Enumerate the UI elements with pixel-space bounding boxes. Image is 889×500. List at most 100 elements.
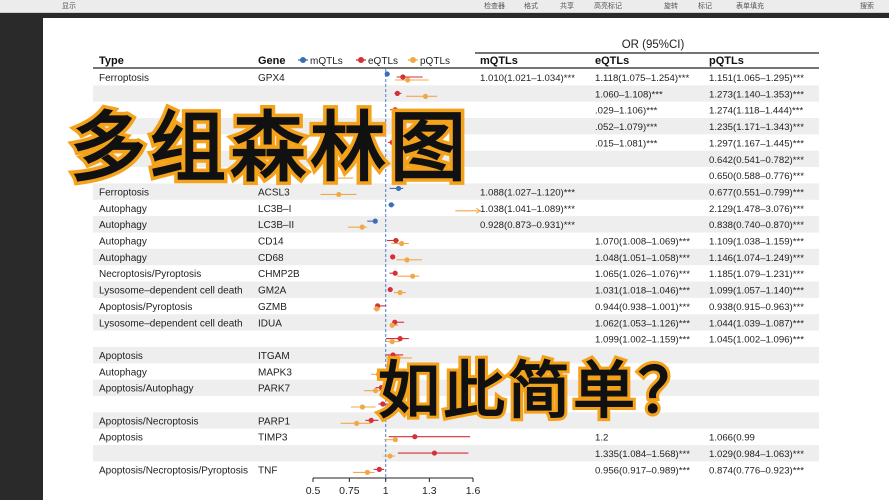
row-pqtl-or: 2.129(1.478–3.076)***: [709, 204, 804, 215]
point-estimate-eqtl: [390, 352, 396, 358]
subtitle-overlay: 如此简单？: [375, 351, 704, 430]
point-estimate-pqtl: [392, 437, 398, 443]
row-stripe: [93, 118, 819, 135]
legend-marker: [410, 57, 416, 63]
point-estimate-eqtl: [394, 90, 400, 96]
row-pqtl-or: 1.099(1.057–1.140)***: [709, 286, 804, 297]
point-estimate-mqtl: [388, 202, 394, 208]
row-type-label: Autophagy: [99, 237, 147, 248]
point-estimate-eqtl: [397, 336, 403, 342]
toolbar-item-markup[interactable]: 标记: [698, 3, 712, 10]
x-axis-tick-label: 1.3: [422, 485, 437, 497]
row-eqtl-or: 1.031(1.018–1.046)***: [595, 286, 690, 297]
row-pqtl-or: 1.045(1.002–1.096)***: [709, 335, 804, 346]
point-estimate-eqtl: [392, 270, 398, 276]
point-estimate-pqtl: [359, 224, 365, 230]
row-type-label: Autophagy: [99, 367, 147, 378]
row-stripe: [93, 346, 819, 364]
row-type-label: Apoptosis/Pyroptosis: [99, 302, 192, 313]
point-estimate-pqtl: [389, 322, 395, 328]
row-gene-label: ACSL3: [258, 187, 290, 198]
point-estimate-pqtl: [398, 240, 405, 247]
row-pqtl-or: 1.044(1.039–1.087)***: [709, 318, 804, 329]
row-stripe: [93, 248, 819, 266]
row-gene-label: GZMB: [258, 302, 287, 313]
x-axis-tick-label: 0.5: [306, 485, 321, 497]
point-estimate-pqtl: [374, 306, 380, 312]
row-gene-label: CHMP2B: [258, 269, 300, 280]
point-estimate-pqtl: [394, 355, 400, 361]
row-stripe: [93, 183, 819, 200]
row-gene-label: IDUA: [258, 318, 282, 329]
row-eqtl-or: 1.2: [595, 433, 608, 444]
legend-label: mQTLs: [310, 56, 343, 67]
row-type-label: Apoptosis/Necroptosis/Pyroptosis: [99, 465, 248, 476]
point-estimate-pqtl: [397, 289, 403, 296]
toolbar-item-format[interactable]: 格式: [524, 3, 538, 10]
point-estimate-eqtl: [393, 237, 399, 244]
point-estimate-eqtl: [431, 450, 438, 456]
row-pqtl-or: 1.185(1.079–1.231)***: [709, 269, 804, 280]
row-pqtl-or: 1.273(1.140–1.353)***: [709, 89, 804, 100]
legend-label: eQTLs: [368, 56, 398, 67]
point-estimate-eqtl: [368, 417, 374, 423]
row-mqtl-or: 1.010(1.021–1.034)***: [480, 73, 575, 84]
point-estimate-eqtl: [383, 368, 389, 374]
point-estimate-mqtl: [395, 185, 402, 192]
point-estimate-eqtl: [378, 385, 384, 391]
row-pqtl-or: 0.650(0.588–0.776)***: [709, 171, 804, 182]
row-gene-label: GPX4: [258, 73, 285, 84]
row-eqtl-or: 1.070(1.008–1.069)***: [595, 237, 690, 248]
title-overlay: 多组森林图: [67, 100, 470, 196]
row-pqtl-or: 0.938(0.915–0.963)***: [709, 302, 804, 313]
row-pqtl-or: 1.151(1.065–1.295)***: [709, 73, 804, 84]
row-pqtl-or: 1.235(1.171–1.343)***: [709, 122, 804, 133]
row-stripe: [93, 314, 819, 331]
row-eqtl-or: .015–1.081)***: [595, 138, 658, 149]
row-eqtl-or: 0.944(0.938–1.001)***: [595, 302, 690, 313]
row-pqtl-or: 0.838(0.740–0.870)***: [709, 220, 804, 231]
point-estimate-pqtl: [404, 257, 410, 263]
row-type-label: Lysosome–dependent cell death: [99, 318, 243, 329]
row-gene-label: TNF: [258, 465, 277, 476]
row-eqtl-or: 1.335(1.084–1.568)***: [595, 449, 690, 460]
column-header-eqtls: eQTLs: [595, 55, 629, 67]
row-eqtl-or: 1.065(1.026–1.076)***: [595, 269, 690, 280]
point-estimate-pqtl: [375, 371, 382, 377]
row-gene-label: MAPK3: [258, 367, 292, 378]
row-eqtl-or: 1.062(1.053–1.126)***: [595, 318, 690, 329]
point-estimate-pqtl: [336, 191, 342, 198]
point-estimate-eqtl: [392, 107, 398, 113]
toolbar-item-form-fill[interactable]: 表单填充: [736, 3, 764, 10]
row-pqtl-or: 0.874(0.776–0.923)***: [709, 465, 804, 476]
row-stripe: [93, 379, 819, 396]
toolbar-item-inspector[interactable]: 检查器: [484, 3, 505, 10]
point-estimate-pqtl: [389, 339, 395, 345]
x-axis-tick-label: 1: [383, 485, 389, 497]
forest-plot: OR (95%CI) Type Gene mQTLs eQTLs pQTLs mQTLs eQ…: [93, 39, 819, 497]
toolbar-item-share[interactable]: 共享: [560, 3, 574, 10]
toolbar-item-highlight[interactable]: 高亮标记: [594, 3, 622, 10]
point-estimate-mqtl: [372, 218, 378, 224]
point-estimate-eqtl: [412, 434, 418, 440]
point-estimate-mqtl: [384, 71, 390, 77]
x-axis-tick-label: 0.75: [339, 485, 360, 497]
row-mqtl-or: 0.928(0.873–0.931)***: [480, 220, 575, 231]
legend-label: pQTLs: [420, 56, 450, 67]
toolbar-item-rotate[interactable]: 旋转: [664, 3, 678, 10]
toolbar-view-label[interactable]: 显示: [62, 3, 76, 10]
point-estimate-pqtl: [422, 110, 429, 116]
row-type-label: Apoptosis/Necroptosis: [99, 416, 199, 427]
row-eqtl-or: 1.118(1.075–1.254)***: [595, 73, 690, 84]
point-estimate-eqtl: [392, 123, 398, 129]
header-group-label: OR (95%CI): [622, 39, 685, 51]
row-type-label: Autophagy: [99, 204, 147, 215]
row-type-label: Autophagy: [99, 253, 147, 264]
toolbar: 显示 检查器 格式 共享 高亮标记 旋转 标记 表单填充 搜索: [0, 0, 889, 13]
row-stripe: [93, 281, 819, 298]
toolbar-search-label[interactable]: 搜索: [860, 3, 874, 10]
point-estimate-pqtl: [372, 388, 379, 394]
point-estimate-pqtl: [354, 420, 360, 426]
row-gene-label: TIMP3: [258, 433, 288, 444]
point-estimate-pqtl: [426, 142, 432, 148]
